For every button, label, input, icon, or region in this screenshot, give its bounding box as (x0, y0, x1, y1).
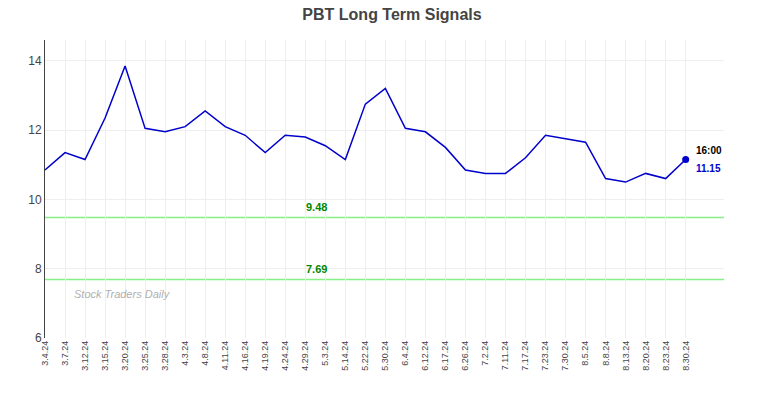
svg-text:7.2.24: 7.2.24 (480, 341, 490, 366)
svg-text:7.23.24: 7.23.24 (540, 341, 550, 371)
svg-text:4.11.24: 4.11.24 (220, 341, 230, 370)
svg-text:4.16.24: 4.16.24 (240, 341, 250, 371)
svg-text:5.22.24: 5.22.24 (360, 341, 370, 371)
svg-text:8.30.24: 8.30.24 (681, 341, 691, 371)
svg-text:8.13.24: 8.13.24 (621, 341, 631, 371)
svg-text:7.17.24: 7.17.24 (520, 341, 530, 371)
svg-text:8.20.24: 8.20.24 (641, 341, 651, 371)
svg-text:3.4.24: 3.4.24 (40, 341, 50, 366)
svg-text:4.19.24: 4.19.24 (260, 341, 270, 371)
svg-text:5.30.24: 5.30.24 (380, 341, 390, 371)
svg-text:Stock Traders Daily: Stock Traders Daily (74, 288, 171, 300)
svg-text:8: 8 (35, 262, 42, 276)
svg-text:7.11.24: 7.11.24 (500, 341, 510, 370)
svg-text:16:00: 16:00 (696, 145, 722, 156)
svg-text:4.29.24: 4.29.24 (300, 341, 310, 371)
svg-text:4.24.24: 4.24.24 (280, 341, 290, 371)
svg-text:3.28.24: 3.28.24 (160, 341, 170, 371)
svg-text:3.7.24: 3.7.24 (60, 341, 70, 366)
svg-text:3.12.24: 3.12.24 (80, 341, 90, 371)
svg-text:5.14.24: 5.14.24 (340, 341, 350, 371)
svg-text:9.48: 9.48 (306, 201, 327, 213)
svg-text:14: 14 (28, 54, 42, 68)
svg-text:5.3.24: 5.3.24 (320, 341, 330, 366)
svg-text:6.4.24: 6.4.24 (400, 341, 410, 366)
svg-text:8.5.24: 8.5.24 (580, 341, 590, 366)
svg-text:12: 12 (28, 123, 42, 137)
svg-text:10: 10 (28, 193, 42, 207)
svg-text:4.3.24: 4.3.24 (180, 341, 190, 366)
svg-text:6.12.24: 6.12.24 (420, 341, 430, 371)
svg-text:6.26.24: 6.26.24 (460, 341, 470, 371)
svg-text:PBT Long Term Signals: PBT Long Term Signals (302, 6, 481, 23)
svg-text:3.25.24: 3.25.24 (140, 341, 150, 371)
svg-text:7.69: 7.69 (306, 263, 327, 275)
svg-text:7.30.24: 7.30.24 (560, 341, 570, 371)
svg-text:11.15: 11.15 (696, 163, 721, 174)
svg-text:8.23.24: 8.23.24 (661, 341, 671, 371)
svg-text:3.15.24: 3.15.24 (100, 341, 110, 371)
svg-text:8.8.24: 8.8.24 (601, 341, 611, 366)
svg-text:3.20.24: 3.20.24 (120, 341, 130, 371)
svg-text:6.17.24: 6.17.24 (440, 341, 450, 371)
svg-text:4.8.24: 4.8.24 (200, 341, 210, 366)
svg-text:6: 6 (35, 331, 42, 345)
